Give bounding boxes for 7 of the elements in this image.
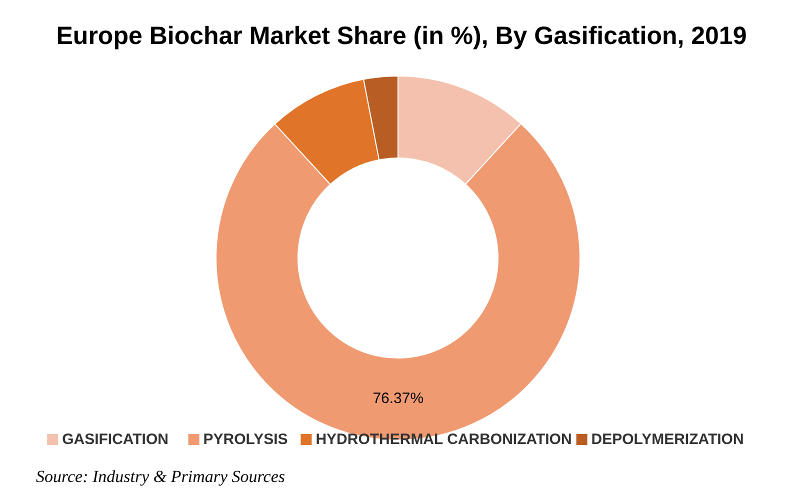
- source-note: Source: Industry & Primary Sources: [36, 467, 286, 486]
- legend-label: GASIFICATION: [62, 430, 168, 448]
- legend-label: DEPOLYMERIZATION: [591, 430, 744, 448]
- legend-label: PYROLYSIS: [203, 430, 288, 448]
- data-label: 76.37%: [372, 390, 424, 407]
- chart-title: Europe Biochar Market Share (in %), By Gasification, 2019: [56, 22, 747, 50]
- legend-label: HYDROTHERMAL CARBONIZATION: [316, 430, 572, 448]
